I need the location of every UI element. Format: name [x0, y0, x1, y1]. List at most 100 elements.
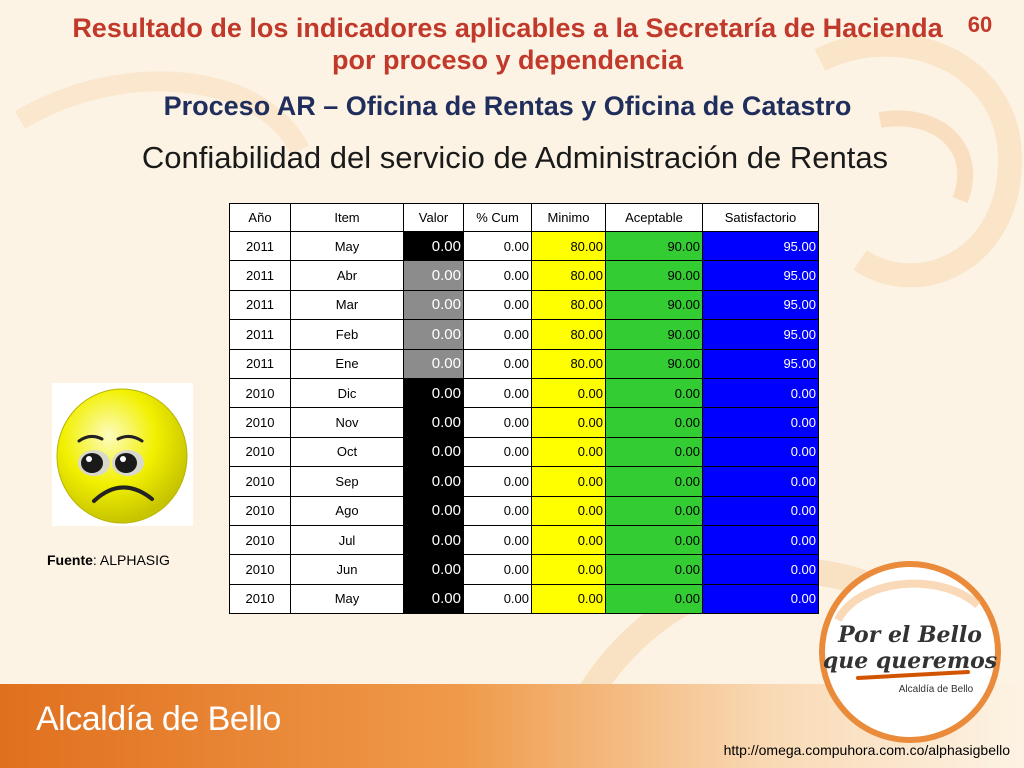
- cell-aceptable: 90.00: [605, 289, 703, 321]
- cell-satisfactorio: 0.00: [702, 436, 819, 468]
- cell-minimo: 80.00: [531, 260, 606, 291]
- cell-cum: 0.00: [463, 260, 532, 291]
- cell-satisfactorio: 95.00: [702, 319, 819, 350]
- cell-valor: 0.00: [403, 230, 464, 262]
- table-row: 2010 May 0.00 0.00 0.00 0.00 0.00: [229, 583, 819, 615]
- table-body: 2011 May 0.00 0.00 80.00 90.00 95.00 2011 Abr 0.0…: [229, 230, 819, 615]
- cell-minimo: 0.00: [531, 466, 606, 497]
- cell-anio: 2010: [229, 377, 291, 409]
- cell-satisfactorio: 95.00: [702, 348, 819, 379]
- cell-minimo: 0.00: [531, 583, 606, 615]
- cell-anio: 2011: [229, 230, 291, 262]
- cell-item: Jul: [290, 524, 404, 556]
- cell-aceptable: 0.00: [605, 377, 703, 409]
- table-row: 2011 Mar 0.00 0.00 80.00 90.00 95.00: [229, 289, 819, 321]
- table-row: 2011 May 0.00 0.00 80.00 90.00 95.00: [229, 230, 819, 262]
- cell-cum: 0.00: [463, 319, 532, 350]
- cell-minimo: 0.00: [531, 377, 606, 409]
- source-note: Fuente: ALPHASIG: [47, 552, 170, 568]
- indicator-heading: Confiabilidad del servicio de Administra…: [141, 140, 889, 175]
- cell-aceptable: 0.00: [605, 583, 703, 615]
- cell-valor: 0.00: [403, 554, 464, 585]
- cell-anio: 2010: [229, 583, 291, 615]
- cell-satisfactorio: 0.00: [702, 583, 819, 615]
- cell-aceptable: 90.00: [605, 230, 703, 262]
- cell-anio: 2010: [229, 407, 291, 438]
- cell-item: Jun: [290, 554, 404, 585]
- cell-cum: 0.00: [463, 407, 532, 438]
- cell-aceptable: 0.00: [605, 495, 703, 526]
- cell-anio: 2010: [229, 554, 291, 585]
- cell-minimo: 0.00: [531, 524, 606, 556]
- header-cum: % Cum: [463, 203, 532, 232]
- cell-minimo: 80.00: [531, 230, 606, 262]
- cell-satisfactorio: 0.00: [702, 554, 819, 585]
- cell-satisfactorio: 95.00: [702, 260, 819, 291]
- cell-cum: 0.00: [463, 436, 532, 468]
- cell-satisfactorio: 0.00: [702, 407, 819, 438]
- cell-valor: 0.00: [403, 495, 464, 526]
- table-row: 2010 Jun 0.00 0.00 0.00 0.00 0.00: [229, 554, 819, 585]
- table-row: 2010 Nov 0.00 0.00 0.00 0.00 0.00: [229, 407, 819, 438]
- cell-item: Feb: [290, 319, 404, 350]
- cell-valor: 0.00: [403, 377, 464, 409]
- logo-line1: Por el Bello: [837, 622, 982, 648]
- cell-valor: 0.00: [403, 348, 464, 379]
- logo-line3: Alcaldía de Bello: [899, 684, 974, 695]
- cell-item: Ago: [290, 495, 404, 526]
- cell-item: May: [290, 230, 404, 262]
- table-row: 2011 Feb 0.00 0.00 80.00 90.00 95.00: [229, 319, 819, 350]
- cell-aceptable: 90.00: [605, 319, 703, 350]
- cell-valor: 0.00: [403, 407, 464, 438]
- cell-valor: 0.00: [403, 524, 464, 556]
- cell-item: Dic: [290, 377, 404, 409]
- table-row: 2010 Sep 0.00 0.00 0.00 0.00 0.00: [229, 466, 819, 497]
- cell-aceptable: 0.00: [605, 524, 703, 556]
- cell-item: Sep: [290, 466, 404, 497]
- cell-valor: 0.00: [403, 260, 464, 291]
- footer-url[interactable]: http://omega.compuhora.com.co/alphasigbe…: [723, 742, 1010, 758]
- header-satisfactorio: Satisfactorio: [702, 203, 819, 232]
- cell-aceptable: 90.00: [605, 260, 703, 291]
- header-item: Item: [290, 203, 404, 232]
- cell-valor: 0.00: [403, 289, 464, 321]
- cell-cum: 0.00: [463, 377, 532, 409]
- cell-satisfactorio: 95.00: [702, 230, 819, 262]
- cell-anio: 2011: [229, 260, 291, 291]
- cell-minimo: 80.00: [531, 289, 606, 321]
- slide-title: Resultado de los indicadores aplicables …: [72, 13, 943, 76]
- cell-satisfactorio: 95.00: [702, 289, 819, 321]
- alcaldia-logo: Por el Bello que queremos Alcaldía de Be…: [819, 561, 1001, 743]
- cell-item: Ene: [290, 348, 404, 379]
- header-valor: Valor: [403, 203, 464, 232]
- table-row: 2010 Jul 0.00 0.00 0.00 0.00 0.00: [229, 524, 819, 556]
- cell-minimo: 0.00: [531, 436, 606, 468]
- slide-subtitle: Proceso AR – Oficina de Rentas y Oficina…: [163, 91, 852, 121]
- table-row: 2011 Abr 0.00 0.00 80.00 90.00 95.00: [229, 260, 819, 291]
- table-row: 2011 Ene 0.00 0.00 80.00 90.00 95.00: [229, 348, 819, 379]
- cell-valor: 0.00: [403, 583, 464, 615]
- cell-cum: 0.00: [463, 554, 532, 585]
- cell-anio: 2011: [229, 289, 291, 321]
- cell-cum: 0.00: [463, 466, 532, 497]
- cell-minimo: 0.00: [531, 407, 606, 438]
- cell-aceptable: 0.00: [605, 407, 703, 438]
- cell-satisfactorio: 0.00: [702, 495, 819, 526]
- source-label: Fuente: [47, 552, 93, 568]
- table-header-row: Año Item Valor % Cum Minimo Aceptable Sa…: [229, 203, 819, 232]
- cell-anio: 2011: [229, 319, 291, 350]
- source-value: : ALPHASIG: [92, 552, 170, 568]
- cell-anio: 2010: [229, 495, 291, 526]
- cell-cum: 0.00: [463, 230, 532, 262]
- cell-item: Nov: [290, 407, 404, 438]
- cell-valor: 0.00: [403, 319, 464, 350]
- cell-aceptable: 0.00: [605, 436, 703, 468]
- cell-anio: 2010: [229, 436, 291, 468]
- cell-aceptable: 0.00: [605, 466, 703, 497]
- cell-anio: 2011: [229, 348, 291, 379]
- cell-aceptable: 90.00: [605, 348, 703, 379]
- cell-satisfactorio: 0.00: [702, 377, 819, 409]
- cell-cum: 0.00: [463, 583, 532, 615]
- cell-valor: 0.00: [403, 436, 464, 468]
- cell-cum: 0.00: [463, 348, 532, 379]
